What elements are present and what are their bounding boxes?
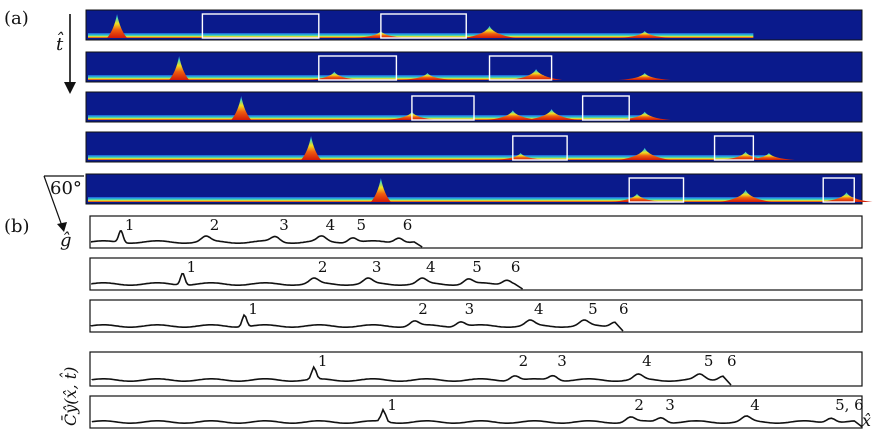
heat-band — [88, 75, 544, 80]
peak-number-label: 1 — [318, 352, 328, 370]
peak-number-label: 1 — [125, 216, 135, 234]
highlight-box — [713, 135, 755, 161]
heat-peak — [401, 72, 454, 80]
heat-peak — [618, 72, 671, 80]
peak-number-label: 5 — [704, 352, 714, 370]
heat-peak — [742, 152, 795, 160]
heat-band — [88, 197, 855, 202]
angle-label: 60° — [50, 178, 82, 199]
peak-number-label: 3 — [465, 300, 475, 318]
t-axis-arrow — [64, 14, 76, 94]
peak-number-label: 2 — [634, 396, 644, 414]
profile-line — [91, 365, 732, 386]
profile-row: 1 2 3 4 5 6 — [89, 257, 863, 291]
heatmap-strip — [85, 91, 863, 123]
heat-peak — [231, 96, 252, 120]
highlight-box — [628, 177, 685, 203]
profile-line — [91, 407, 863, 428]
peak-number-label: 6 — [727, 352, 737, 370]
heat-peak — [308, 71, 361, 80]
highlight-box — [411, 95, 475, 121]
peak-number-label: 1 — [248, 300, 258, 318]
heat-peak — [494, 152, 547, 160]
highlight-box — [488, 55, 553, 81]
panel-a-label: (a) — [4, 8, 29, 29]
highlight-box — [201, 13, 320, 39]
peak-number-label: 5 — [472, 258, 482, 276]
highlight-box — [581, 95, 630, 121]
peak-number-label: 5 — [357, 216, 367, 234]
peak-number-label: 4 — [642, 352, 652, 370]
peak-number-label: 1 — [187, 258, 197, 276]
panel-b: 1 2 3 4 5 61 2 3 4 5 61 2 3 4 5 61 2 3 4 5 61 2 3 4 5, 6 — [89, 215, 864, 429]
heat-peak — [370, 178, 391, 202]
peak-number-label: 1 — [387, 396, 397, 414]
peak-number-label: 3 — [279, 216, 289, 234]
heat-peak — [301, 136, 322, 160]
peak-number-label: 5, 6 — [835, 396, 864, 414]
peak-number-label: 2 — [210, 216, 220, 234]
heat-peak — [510, 69, 563, 80]
highlight-box — [822, 177, 855, 203]
peak-number-label: 2 — [318, 258, 328, 276]
highlight-box — [512, 135, 568, 161]
profile-row: 1 2 3 4 5 6 — [89, 215, 863, 249]
panel-b-label: (b) — [4, 216, 30, 237]
heatmap-strip — [85, 173, 873, 205]
profile-line — [90, 230, 423, 248]
heat-peak — [820, 192, 873, 202]
heat-peak — [610, 193, 663, 202]
heat-peak — [107, 14, 128, 38]
heat-band — [88, 115, 645, 120]
profile-line — [89, 313, 624, 332]
heat-band — [88, 33, 754, 38]
heat-peak — [719, 151, 772, 160]
angle-marker — [43, 175, 84, 232]
cy-axis-label: C̄ŷ(x̂, t̂) — [59, 367, 80, 426]
peak-number-label: 4 — [750, 396, 760, 414]
heatmap-strip — [85, 51, 863, 83]
peak-number-label: 3 — [665, 396, 675, 414]
peak-number-label: 4 — [426, 258, 436, 276]
peak-number-label: 4 — [326, 216, 336, 234]
heat-peak — [618, 30, 671, 38]
g-label: ĝ — [60, 230, 72, 251]
heat-peak — [169, 56, 190, 80]
heatmap-strip — [85, 9, 863, 41]
peak-number-label: 5 — [588, 300, 598, 318]
highlight-box — [318, 55, 398, 81]
peak-number-label: 6 — [511, 258, 521, 276]
profile-line — [91, 272, 524, 290]
heatmap-strip — [85, 131, 863, 163]
x-axis-label: x̂ — [862, 411, 871, 430]
peak-number-label: 3 — [557, 352, 567, 370]
peak-number-label: 3 — [372, 258, 382, 276]
t-axis-label: t̂ — [56, 30, 64, 55]
panel-a — [85, 9, 873, 205]
profile-row: 1 2 3 4 5, 6 — [89, 395, 864, 429]
peak-number-label: 2 — [519, 352, 529, 370]
peak-number-label: 6 — [403, 216, 413, 234]
heat-peak — [463, 25, 516, 38]
peak-number-label: 6 — [619, 300, 629, 318]
profile-row: 1 2 3 4 5 6 — [89, 299, 863, 333]
heat-peak — [618, 111, 671, 120]
heat-peak — [486, 110, 539, 120]
heat-band — [88, 155, 769, 160]
heat-peak — [618, 147, 671, 160]
heat-peak — [525, 109, 578, 120]
highlight-box — [380, 13, 467, 39]
heat-peak — [719, 189, 772, 202]
peak-number-label: 2 — [418, 300, 428, 318]
peak-number-label: 4 — [534, 300, 544, 318]
